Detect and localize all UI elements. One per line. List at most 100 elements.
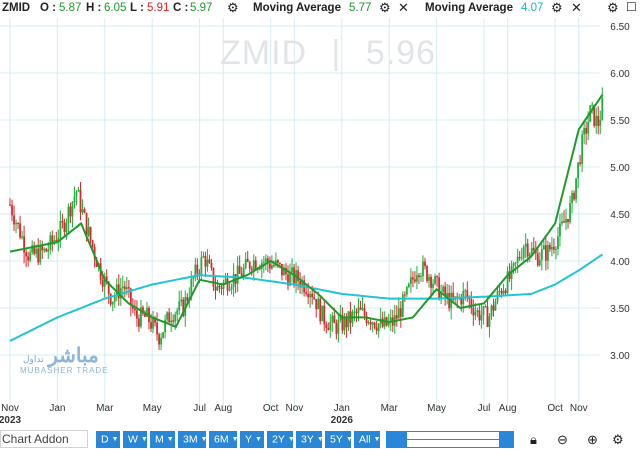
candle-body-195 xyxy=(401,294,404,317)
period-button-d[interactable]: D ▼ xyxy=(96,431,120,448)
candle-body-185 xyxy=(381,318,384,327)
candle-body-284 xyxy=(581,134,584,164)
candle-body-206 xyxy=(424,261,426,267)
close-value: 5.97 xyxy=(190,2,213,14)
range-slider[interactable] xyxy=(386,431,514,448)
candle-body-24 xyxy=(57,238,60,242)
candle-body-252 xyxy=(516,256,519,263)
mubasher-logo: مباشر تداول MUBASHER TRADE xyxy=(20,345,109,375)
x-tick-label-1: Jan xyxy=(49,403,65,414)
y-tick-label-7: 3.00 xyxy=(610,351,630,362)
candle-body-218 xyxy=(448,293,451,309)
candle-body-57 xyxy=(123,286,126,290)
candle-body-3 xyxy=(15,222,17,225)
candle-body-233 xyxy=(478,310,481,321)
period-button-all[interactable]: All ▼ xyxy=(354,431,381,448)
y-axis-labels: 6.50 6.00 5.50 5.00 4.50 4.00 3.50 3.00 xyxy=(610,22,630,362)
candle-body-28 xyxy=(65,222,68,232)
candle-body-117 xyxy=(244,258,247,268)
candle-body-176 xyxy=(363,308,366,316)
candle-body-95 xyxy=(200,257,203,274)
candle-body-40 xyxy=(89,227,92,241)
candle-body-4 xyxy=(17,222,19,224)
candle-body-84 xyxy=(178,301,181,311)
period-button-m[interactable]: M ▼ xyxy=(150,431,175,448)
candle-body-173 xyxy=(357,307,360,313)
candle-body-127 xyxy=(264,258,267,262)
period-button-2y[interactable]: 2Y ▼ xyxy=(267,431,295,448)
candle-body-136 xyxy=(283,267,285,276)
candle-body-58 xyxy=(125,287,128,290)
candle-body-145 xyxy=(301,280,304,288)
gear-icon[interactable]: ⚙ xyxy=(551,0,563,15)
period-button-w[interactable]: W ▼ xyxy=(123,431,148,448)
period-button-6m[interactable]: 6M ▼ xyxy=(209,431,239,448)
candle-body-283 xyxy=(579,162,582,164)
zoom-in-icon[interactable]: ⊕ xyxy=(587,432,598,447)
candle-body-205 xyxy=(422,261,424,277)
candle-body-171 xyxy=(353,311,356,313)
high-label: H : xyxy=(86,2,102,14)
range-slider-left-handle[interactable] xyxy=(387,432,407,447)
low-label: L : xyxy=(130,2,144,14)
close-icon[interactable]: ✕ xyxy=(571,0,582,15)
settings-icon[interactable]: ⚙ xyxy=(612,432,624,447)
candle-body-25 xyxy=(59,220,62,239)
gear-icon[interactable]: ⚙ xyxy=(227,0,239,15)
candle-body-79 xyxy=(168,312,171,323)
candle-body-240 xyxy=(492,305,495,311)
maximize-icon[interactable]: ☐ xyxy=(626,0,637,14)
candle-body-179 xyxy=(369,322,372,325)
chart-addon-dropdown[interactable] xyxy=(0,430,88,448)
y-tick-label-2: 5.50 xyxy=(610,116,630,127)
candle-body-182 xyxy=(375,327,378,331)
gear-icon[interactable]: ⚙ xyxy=(379,0,391,15)
symbol-label: ZMID xyxy=(2,2,31,14)
candle-body-199 xyxy=(409,277,412,284)
lock-icon[interactable]: 🔒︎ xyxy=(530,432,537,447)
period-button-5y[interactable]: 5Y ▼ xyxy=(325,431,353,448)
candle-body-281 xyxy=(575,178,577,200)
open-value: 5.87 xyxy=(59,2,82,14)
candle-body-286 xyxy=(585,128,588,134)
candle-body-177 xyxy=(365,315,368,324)
candle-body-1 xyxy=(11,204,13,216)
candle-body-74 xyxy=(158,334,160,345)
candle-body-156 xyxy=(323,305,326,325)
candle-body-20 xyxy=(49,235,52,250)
candle-body-174 xyxy=(359,307,362,310)
x-axis-labels: Nov Jan Mar May Jul Aug Oct Nov Jan Mar May Jul Aug O… xyxy=(0,403,588,426)
candle-body-172 xyxy=(355,311,358,313)
candle-body-259 xyxy=(530,247,533,254)
candle-body-118 xyxy=(246,258,249,263)
settings-icon[interactable]: ⚙ xyxy=(607,0,619,15)
candle-body-148 xyxy=(307,293,310,298)
x-tick-label-10: May xyxy=(427,403,446,414)
period-button-3y[interactable]: 3Y ▼ xyxy=(296,431,324,448)
candle-body-167 xyxy=(345,316,348,328)
candle-body-130 xyxy=(270,265,273,269)
price-chart[interactable]: 6.50 6.00 5.50 5.00 4.50 4.00 3.50 3.00 Nov Jan M… xyxy=(0,0,640,430)
candle-body-18 xyxy=(45,248,48,252)
x-tick-label-5: Aug xyxy=(214,403,232,414)
y-tick-label-6: 3.50 xyxy=(610,304,630,315)
candle-body-34 xyxy=(77,189,80,192)
candle-body-236 xyxy=(484,306,487,308)
range-slider-right-handle[interactable] xyxy=(499,432,513,447)
candle-body-181 xyxy=(373,322,376,328)
candle-body-128 xyxy=(266,258,269,264)
period-button-3m[interactable]: 3M ▼ xyxy=(178,431,208,448)
candle-body-91 xyxy=(192,277,195,279)
zoom-out-icon[interactable]: ⊖ xyxy=(557,432,568,447)
candle-body-220 xyxy=(452,292,455,300)
candle-body-293 xyxy=(599,119,602,126)
moving-average-2-value: 4.07 xyxy=(521,2,544,14)
candle-body-287 xyxy=(587,121,590,134)
period-button-y[interactable]: Y ▼ xyxy=(240,431,264,448)
candle-body-245 xyxy=(502,290,505,294)
symbol-watermark: ZMID | 5.96 xyxy=(220,34,437,72)
candle-body-152 xyxy=(315,298,318,310)
candle-body-92 xyxy=(194,264,197,278)
candle-body-115 xyxy=(240,273,243,277)
close-icon[interactable]: ✕ xyxy=(398,0,409,15)
